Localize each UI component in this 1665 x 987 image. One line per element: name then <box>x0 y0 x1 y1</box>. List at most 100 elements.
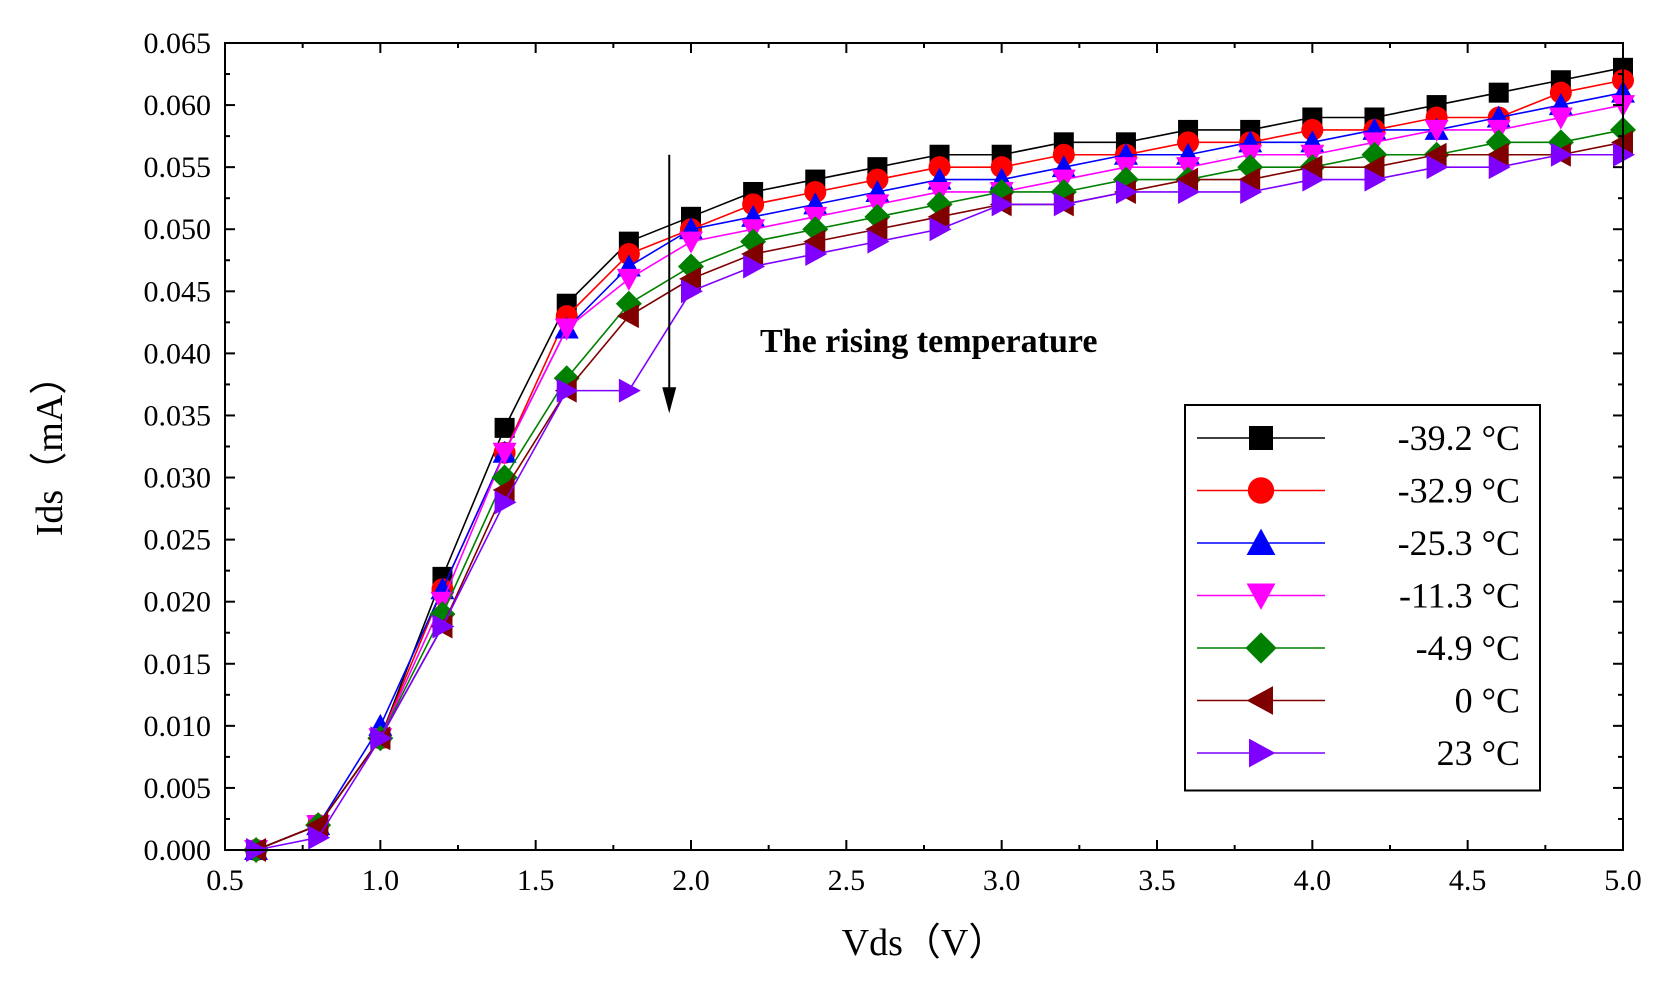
data-point <box>432 614 455 639</box>
legend-marker <box>1247 477 1275 504</box>
legend-box <box>1184 404 1541 792</box>
data-point <box>867 229 890 254</box>
y-tick-label: 0.015 <box>144 648 212 681</box>
data-point <box>679 231 703 254</box>
data-point <box>1549 81 1572 104</box>
x-tick-label: 1.5 <box>517 864 555 897</box>
y-tick-label: 0.025 <box>144 524 212 557</box>
legend-item: -11.3 °C <box>1197 576 1520 616</box>
x-tick-label: 3.0 <box>983 864 1021 897</box>
legend-marker <box>1246 686 1273 715</box>
x-tick-label: 1.0 <box>362 864 400 897</box>
x-tick-label: 4.0 <box>1294 864 1332 897</box>
legend-marker <box>1246 528 1276 555</box>
data-point <box>494 417 515 438</box>
y-tick-label: 0.030 <box>144 462 212 495</box>
legend-label: -25.3 °C <box>1398 523 1520 563</box>
data-point <box>1053 192 1076 217</box>
data-point <box>1301 118 1324 141</box>
data-point <box>804 180 827 203</box>
data-point <box>1300 155 1323 180</box>
data-point <box>616 304 639 329</box>
legend-item: 0 °C <box>1197 681 1520 721</box>
legend-item: -25.3 °C <box>1197 523 1520 563</box>
data-point <box>741 242 764 267</box>
data-point <box>618 378 641 403</box>
data-point <box>494 490 517 515</box>
y-tick-label: 0.060 <box>144 89 212 122</box>
data-point <box>1240 179 1263 204</box>
legend-marker <box>1246 583 1276 610</box>
x-axis-title: Vds（V） <box>842 922 1007 964</box>
y-tick-label: 0.005 <box>144 772 212 805</box>
x-tick-label: 3.5 <box>1138 864 1176 897</box>
temperature-arrow-head <box>662 387 677 414</box>
data-point <box>1238 167 1261 192</box>
legend-item: -39.2 °C <box>1197 418 1520 458</box>
x-tick-label: 2.0 <box>672 864 710 897</box>
legend-marker <box>1245 632 1277 664</box>
data-point <box>617 243 640 266</box>
data-point <box>1177 131 1200 154</box>
legend-label: -4.9 °C <box>1416 628 1520 668</box>
data-point <box>742 193 765 216</box>
data-point <box>1424 142 1447 167</box>
y-tick-label: 0.055 <box>144 151 212 184</box>
data-point <box>927 204 950 229</box>
data-point <box>865 217 888 242</box>
data-point <box>991 192 1014 217</box>
legend-marker <box>1249 426 1273 450</box>
data-point <box>990 156 1013 179</box>
x-tick-label: 0.5 <box>206 864 244 897</box>
data-point <box>743 254 766 279</box>
data-point <box>1178 179 1201 204</box>
x-tick-label: 5.0 <box>1604 864 1642 897</box>
data-point <box>556 378 579 403</box>
data-point <box>308 825 331 850</box>
data-point <box>929 217 952 242</box>
x-tick-label: 2.5 <box>828 864 866 897</box>
legend-item: -32.9 °C <box>1197 471 1520 511</box>
y-tick-label: 0.020 <box>144 586 212 619</box>
data-point <box>805 242 828 267</box>
y-tick-label: 0.010 <box>144 710 212 743</box>
y-tick-label: 0.040 <box>144 337 212 370</box>
y-tick-label: 0.045 <box>144 275 212 308</box>
y-axis-title: Ids（mA） <box>29 357 71 536</box>
y-tick-label: 0.065 <box>144 27 212 60</box>
data-point <box>492 442 517 465</box>
data-point <box>1426 155 1449 180</box>
legend-label: 0 °C <box>1455 681 1520 721</box>
data-point <box>1548 107 1573 130</box>
y-tick-label: 0.000 <box>144 834 212 867</box>
data-point <box>1176 167 1199 192</box>
data-point <box>1488 155 1511 180</box>
data-point <box>1488 82 1509 103</box>
legend-label: -39.2 °C <box>1398 418 1520 458</box>
legend-marker <box>1249 738 1276 768</box>
data-point <box>554 318 579 341</box>
legend-label: -32.9 °C <box>1398 471 1520 511</box>
data-point <box>681 279 703 304</box>
x-tick-label: 4.5 <box>1449 864 1487 897</box>
legend-item: -4.9 °C <box>1197 628 1520 668</box>
data-point <box>492 477 515 502</box>
data-point <box>1115 179 1138 204</box>
data-point <box>679 266 701 291</box>
data-point <box>1550 142 1573 167</box>
data-point <box>866 168 889 191</box>
data-point <box>616 268 641 291</box>
data-point <box>928 156 951 179</box>
y-tick-label: 0.050 <box>144 213 212 246</box>
legend-label: -11.3 °C <box>1399 576 1520 616</box>
data-point <box>1052 143 1075 166</box>
data-point <box>1364 167 1387 192</box>
annotation-text: The rising temperature <box>760 323 1097 360</box>
legend-label: 23 °C <box>1437 733 1520 773</box>
y-tick-label: 0.035 <box>144 399 212 432</box>
data-point <box>803 229 826 254</box>
data-point <box>370 726 393 751</box>
data-point <box>1486 142 1509 167</box>
